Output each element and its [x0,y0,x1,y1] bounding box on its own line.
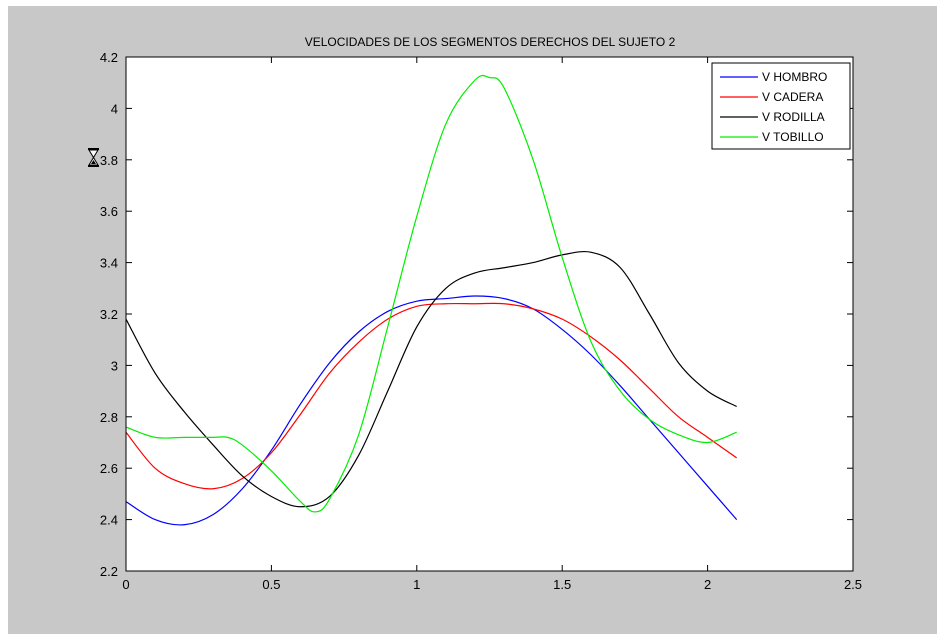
series-line-4 [125,74,737,513]
y-tick-label: 2.2 [100,564,118,579]
legend-label: V RODILLA [762,110,825,124]
y-tick-label: 3 [111,358,118,373]
y-tick-label: 4 [111,101,118,116]
series-line-1 [125,295,738,526]
x-tick-label: 2.5 [844,577,862,592]
legend: V HOMBRO V CADERA V RODILLA V TOBILLO [711,62,851,150]
y-tick-label: 3.4 [100,256,118,271]
x-tick-label: 2 [704,577,711,592]
series-layer [125,74,738,526]
hourglass-icon [88,148,99,167]
y-tick-label: 3.8 [100,153,118,168]
chart-title: VELOCIDADES DE LOS SEGMENTOS DERECHOS DE… [305,35,676,49]
y-tick-label: 4.2 [100,50,118,65]
series-line-3 [125,250,737,508]
legend-label: V HOMBRO [762,70,827,84]
legend-label: V TOBILLO [762,130,824,144]
x-axis: 0 0.5 1 1.5 2 2.5 [122,57,862,592]
y-tick-label: 3.2 [100,307,118,322]
y-tick-label: 2.4 [100,513,118,528]
y-tick-label: 2.6 [100,461,118,476]
y-tick-label: 2.8 [100,410,118,425]
x-tick-label: 1.5 [553,577,571,592]
x-tick-label: 0 [122,577,129,592]
x-tick-label: 1 [413,577,420,592]
x-tick-label: 0.5 [262,577,280,592]
y-tick-label: 3.6 [100,204,118,219]
legend-label: V CADERA [762,90,823,104]
y-axis: 2.2 2.4 2.6 2.8 3 3.2 3.4 3.6 3.8 4 4.2 [100,50,853,579]
